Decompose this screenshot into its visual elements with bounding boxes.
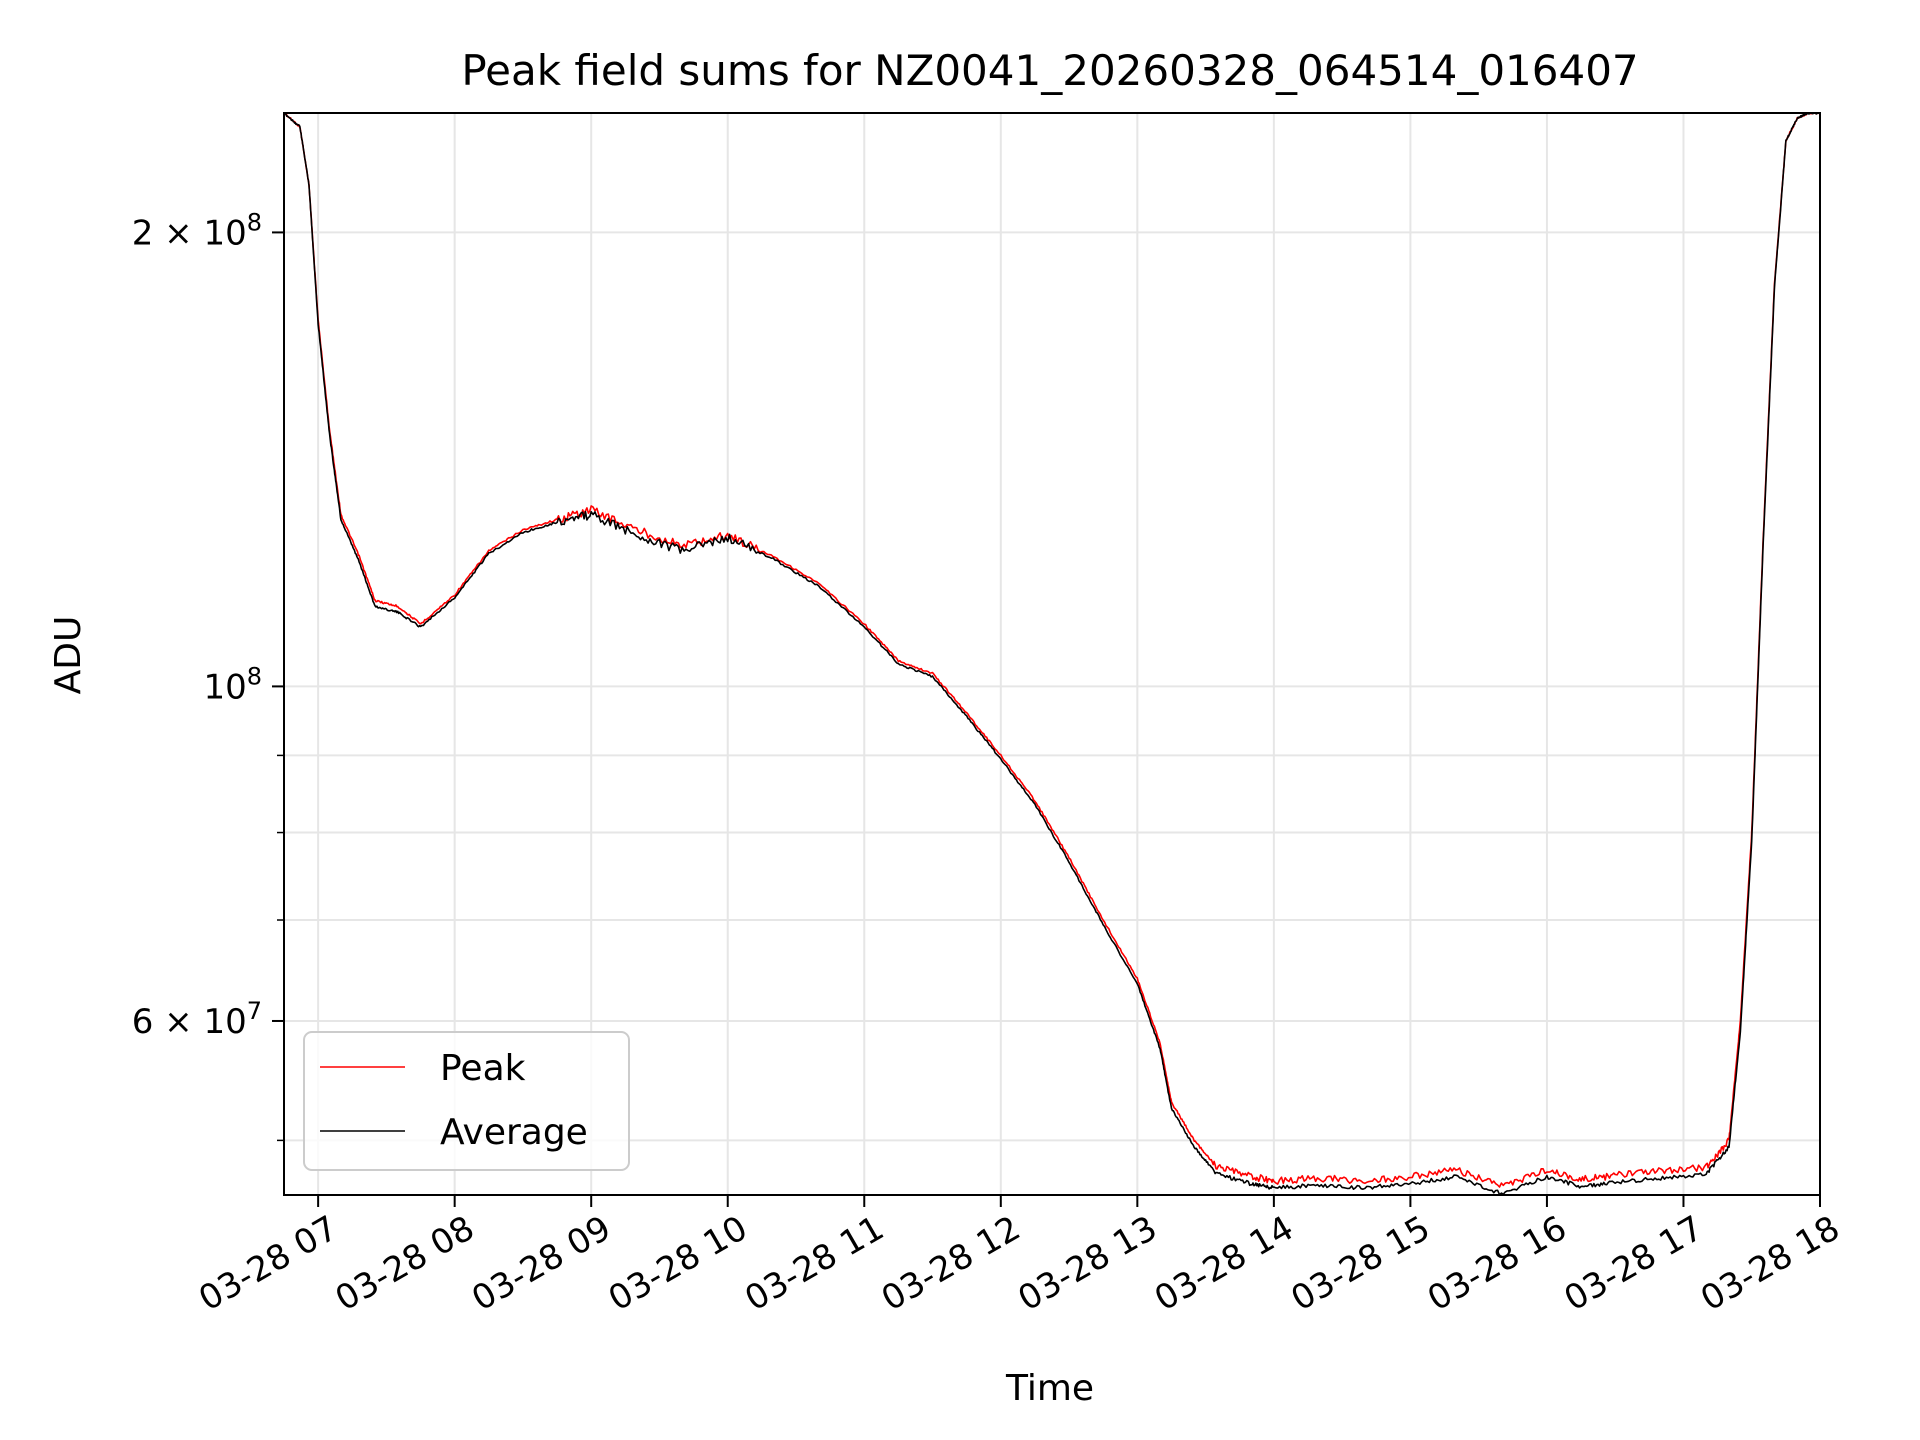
legend-label-average: Average [440,1112,588,1153]
legend-label-peak: Peak [440,1048,526,1089]
y-tick-label: 108 [203,662,262,707]
y-tick-label: 6 × 107 [132,997,262,1042]
x-axis-label: Time [1005,1368,1094,1409]
plot-frame [283,112,1821,1196]
plot-area [284,113,1820,1195]
series-line-average [284,113,1820,1195]
series-line-peak [284,113,1820,1188]
y-tick-label: 2 × 108 [132,208,262,253]
chart-title: Peak field sums for NZ0041_20260328_0645… [461,46,1638,95]
y-axis-label: ADU [48,616,89,695]
legend: Peak Average [303,1031,630,1171]
